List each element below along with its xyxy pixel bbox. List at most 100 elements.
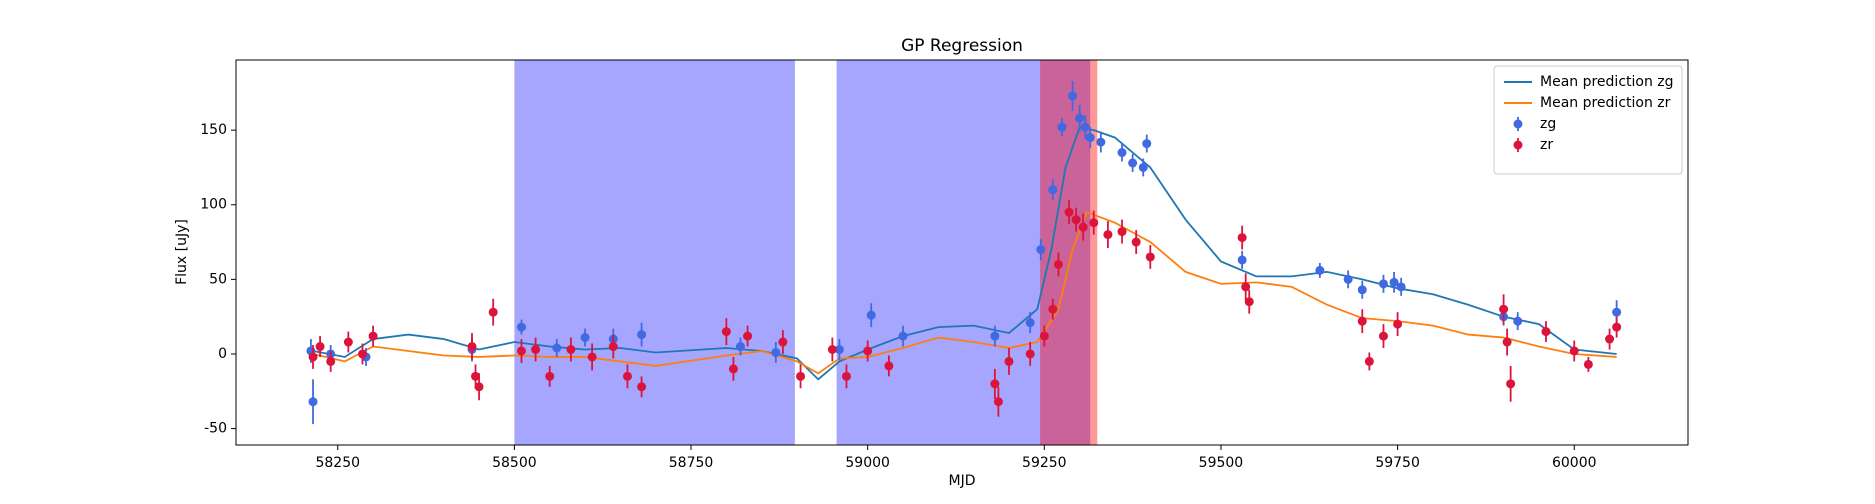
data-point <box>1131 237 1141 247</box>
data-point <box>1393 319 1403 329</box>
data-point <box>1057 122 1067 132</box>
shaded-region <box>514 60 795 445</box>
data-point <box>566 344 576 354</box>
data-point <box>1343 274 1353 284</box>
x-tick-label: 59250 <box>1022 455 1067 471</box>
data-point <box>1145 252 1155 262</box>
data-point <box>357 349 367 359</box>
legend-marker <box>1513 119 1523 129</box>
data-point <box>1064 207 1074 217</box>
legend-marker <box>1513 140 1523 150</box>
x-tick-label: 60000 <box>1552 455 1597 471</box>
data-point <box>863 346 873 356</box>
data-point <box>545 371 555 381</box>
y-axis-label: Flux [uJy] <box>174 219 190 285</box>
data-point <box>471 371 481 381</box>
data-point <box>516 322 526 332</box>
data-point <box>326 356 336 366</box>
legend-box <box>1493 65 1683 175</box>
data-point <box>1389 277 1399 287</box>
data-point <box>637 330 647 340</box>
data-point <box>622 371 632 381</box>
y-tick-label: 100 <box>200 197 227 213</box>
data-point <box>841 371 851 381</box>
data-point <box>1612 307 1622 317</box>
legend-label: Mean prediction zr <box>1540 95 1671 111</box>
data-point <box>728 364 738 374</box>
legend-label: zr <box>1540 137 1553 153</box>
x-axis-label: MJD <box>949 473 976 489</box>
data-point <box>1039 331 1049 341</box>
data-point <box>735 342 745 352</box>
data-point <box>1075 113 1085 123</box>
data-point <box>308 397 318 407</box>
x-tick-label: 59500 <box>1199 455 1244 471</box>
data-point <box>1053 259 1063 269</box>
data-point <box>1569 346 1579 356</box>
x-tick-label: 59000 <box>845 455 890 471</box>
data-point <box>1612 322 1622 332</box>
data-point <box>721 327 731 337</box>
data-point <box>1237 233 1247 243</box>
data-point <box>1117 148 1127 158</box>
data-point <box>1080 122 1090 132</box>
data-point <box>1089 218 1099 228</box>
data-point <box>1078 222 1088 232</box>
data-point <box>898 331 908 341</box>
data-point <box>467 342 477 352</box>
data-point <box>884 361 894 371</box>
data-point <box>1068 91 1078 101</box>
data-point <box>834 344 844 354</box>
data-point <box>1138 162 1148 172</box>
data-point <box>1499 304 1509 314</box>
data-point <box>516 346 526 356</box>
data-point <box>1237 255 1247 265</box>
data-point <box>608 342 618 352</box>
data-point <box>368 331 378 341</box>
x-tick-label: 58250 <box>315 455 360 471</box>
y-tick-label: 150 <box>200 122 227 138</box>
y-tick-label: 0 <box>218 346 227 362</box>
data-point <box>1004 356 1014 366</box>
data-point <box>796 371 806 381</box>
data-point <box>990 379 1000 389</box>
shaded-region <box>836 60 1041 445</box>
data-point <box>1036 245 1046 255</box>
data-point <box>1096 137 1106 147</box>
data-point <box>474 382 484 392</box>
data-point <box>866 310 876 320</box>
mean-line <box>312 126 1617 381</box>
legend-label: zg <box>1540 116 1556 132</box>
data-point <box>1396 282 1406 292</box>
data-point <box>1244 297 1254 307</box>
data-point <box>1048 185 1058 195</box>
data-point <box>1128 158 1138 168</box>
data-point <box>552 343 562 353</box>
data-point <box>1357 316 1367 326</box>
data-point <box>343 337 353 347</box>
y-tick-label: 50 <box>209 271 227 287</box>
data-point <box>1085 133 1095 143</box>
y-tick-label: -50 <box>204 421 227 437</box>
data-point <box>1241 282 1251 292</box>
data-point <box>1357 285 1367 295</box>
legend-label: Mean prediction zg <box>1540 74 1674 90</box>
data-point <box>1103 230 1113 240</box>
data-point <box>778 337 788 347</box>
x-tick-label: 59750 <box>1375 455 1420 471</box>
data-point <box>1142 139 1152 149</box>
x-tick-label: 58750 <box>669 455 714 471</box>
data-point <box>1513 316 1523 326</box>
data-point <box>1378 331 1388 341</box>
data-point <box>1048 304 1058 314</box>
data-point <box>580 333 590 343</box>
data-point <box>1541 327 1551 337</box>
data-point <box>587 352 597 362</box>
data-point <box>1315 265 1325 275</box>
data-point <box>1378 279 1388 289</box>
data-point <box>1506 379 1516 389</box>
data-point <box>531 344 541 354</box>
data-point <box>1364 356 1374 366</box>
data-point <box>637 382 647 392</box>
